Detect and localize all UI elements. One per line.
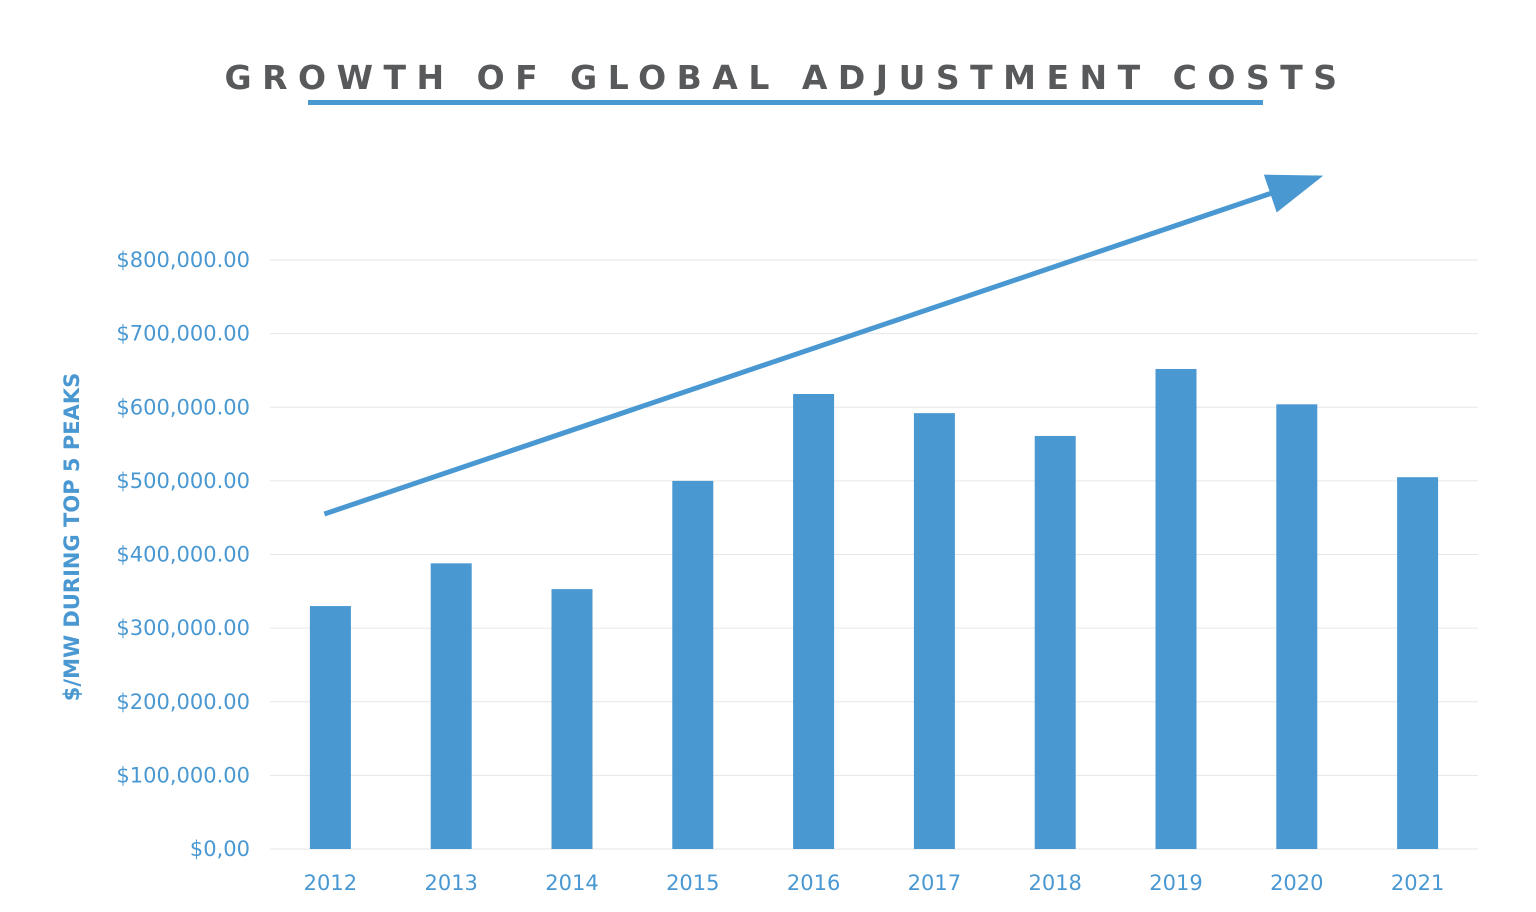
y-tick-label: $700,000.00: [116, 322, 250, 346]
bar-2015: [672, 480, 714, 849]
bar-2020: [1276, 404, 1318, 849]
y-tick-label: $100,000.00: [116, 763, 250, 787]
y-tick-label: $200,000.00: [116, 690, 250, 714]
x-tick-label: 2017: [908, 871, 961, 895]
y-tick-label: $800,000.00: [116, 248, 250, 272]
x-tick-label: 2019: [1149, 871, 1202, 895]
bar-2021: [1397, 477, 1439, 849]
bar-2014: [551, 589, 593, 849]
x-tick-label: 2018: [1028, 871, 1081, 895]
y-ticks: $0,00 $100,000.00 $200,000.00 $300,000.00 $4…: [116, 248, 250, 861]
chart-title: GROWTH OF GLOBAL ADJUSTMENT COSTS: [224, 58, 1348, 97]
bar-2019: [1155, 368, 1197, 849]
trend-arrow: [323, 174, 1324, 517]
x-ticks: 2012 2013 2014 2015 2016 2017 2018 2019 2020 2021: [304, 871, 1445, 895]
x-tick-label: 2015: [666, 871, 719, 895]
y-tick-label: $300,000.00: [116, 616, 250, 640]
x-tick-label: 2016: [787, 871, 840, 895]
y-tick-label: $600,000.00: [116, 395, 250, 419]
x-tick-label: 2013: [424, 871, 477, 895]
bars: [309, 368, 1439, 849]
bar-2012: [309, 606, 351, 849]
x-tick-label: 2020: [1270, 871, 1323, 895]
trend-arrow-group: [323, 174, 1324, 517]
x-tick-label: 2012: [304, 871, 357, 895]
bar-2018: [1034, 435, 1076, 849]
title-underline: [308, 100, 1263, 105]
bar-2017: [913, 413, 955, 849]
y-tick-label: $0,00: [190, 837, 250, 861]
y-tick-label: $400,000.00: [116, 543, 250, 567]
y-tick-label: $500,000.00: [116, 469, 250, 493]
bar-2016: [793, 393, 835, 849]
x-tick-label: 2021: [1391, 871, 1444, 895]
x-tick-label: 2014: [545, 871, 598, 895]
bar-2013: [430, 563, 472, 849]
